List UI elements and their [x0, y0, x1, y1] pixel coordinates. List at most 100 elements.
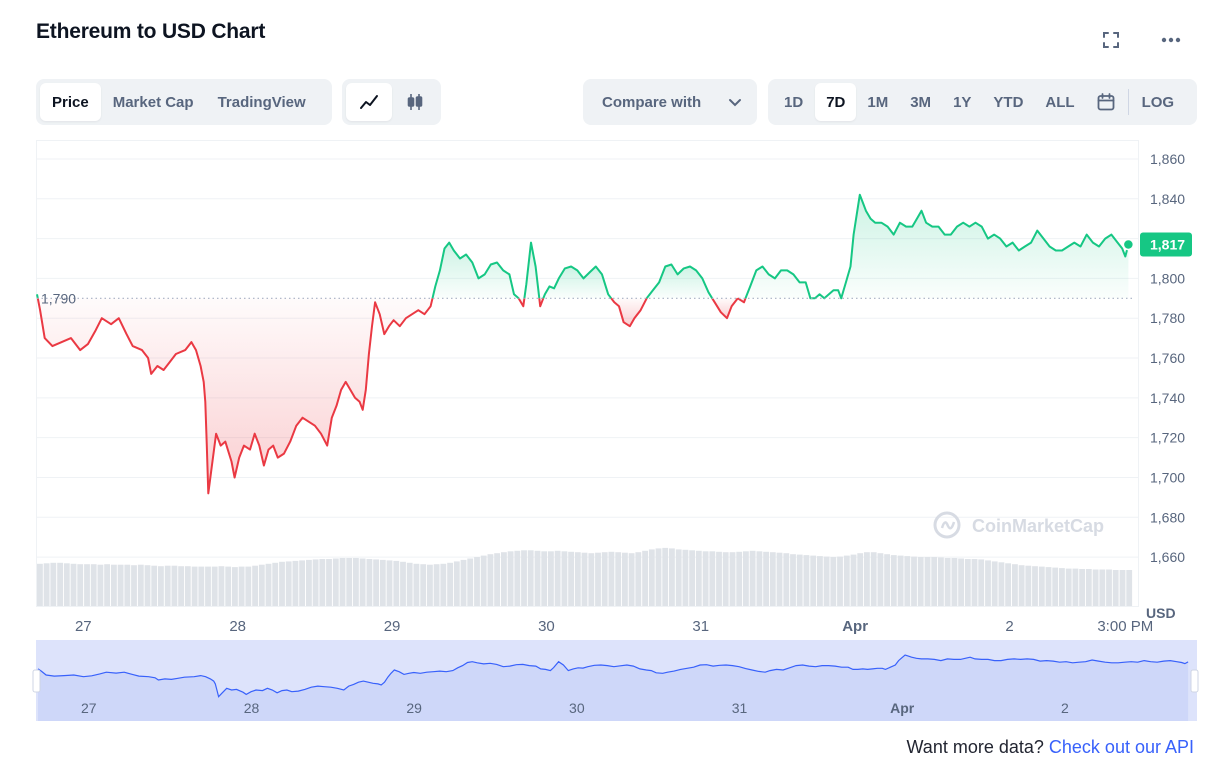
- volume-bar: [306, 559, 312, 606]
- y-tick-label: 1,860: [1150, 151, 1185, 167]
- range-1y[interactable]: 1Y: [953, 93, 972, 111]
- volume-bar: [366, 559, 373, 606]
- volume-bar: [1018, 565, 1025, 606]
- compare-with-dropdown[interactable]: Compare with: [583, 79, 757, 125]
- volume-bar: [433, 564, 440, 606]
- volume-bar: [803, 555, 810, 606]
- line-chart-icon: [360, 95, 379, 109]
- price-fill-down: [712, 298, 738, 319]
- navigator-tick-label: 28: [244, 700, 260, 716]
- x-tick-label: Apr: [842, 618, 868, 635]
- y-tick-label: 1,740: [1150, 390, 1185, 406]
- range-ytd[interactable]: YTD: [993, 93, 1024, 111]
- volume-bar: [917, 557, 924, 606]
- plot-frame: [36, 140, 1139, 607]
- price-line-down: [36, 298, 434, 495]
- api-link[interactable]: Check out our API: [1048, 737, 1194, 757]
- y-tick-label: 1,760: [1150, 350, 1185, 366]
- volume-bar: [205, 566, 211, 606]
- volume-bar: [245, 566, 252, 606]
- volume-bar: [574, 552, 581, 606]
- range-1m[interactable]: 1M: [867, 93, 889, 111]
- volume-bar: [870, 552, 877, 606]
- price-line-down: [538, 297, 545, 308]
- volume-bar: [1085, 569, 1092, 606]
- price-line-up: [744, 193, 1130, 300]
- volume-bar: [1092, 569, 1099, 606]
- price-line-up: [542, 265, 613, 299]
- volume-bar: [292, 560, 299, 606]
- tab-market-cap[interactable]: Market Cap: [112, 93, 194, 111]
- calendar-button[interactable]: [1086, 83, 1126, 121]
- x-tick-label: 27: [75, 618, 92, 635]
- volume-bar: [796, 554, 803, 606]
- volume-bar: [117, 564, 124, 606]
- volume-bar: [783, 553, 790, 606]
- volume-bar: [1052, 567, 1059, 606]
- range-all[interactable]: ALL: [1045, 93, 1075, 111]
- x-tick-label: 30: [538, 618, 555, 635]
- x-tick-label: 29: [384, 618, 401, 635]
- log-toggle[interactable]: LOG: [1141, 93, 1175, 111]
- y-tick-label: 1,780: [1150, 310, 1185, 326]
- volume-bar: [1059, 568, 1065, 606]
- volume-bar: [427, 564, 433, 606]
- volume-bar: [111, 564, 117, 606]
- line-chart-button[interactable]: [346, 83, 393, 121]
- range-7d[interactable]: 7D: [815, 83, 857, 121]
- navigator-handle-right[interactable]: [1190, 669, 1199, 693]
- volume-bar: [104, 564, 111, 606]
- candlestick-button[interactable]: [392, 83, 437, 121]
- volume-bar: [595, 552, 601, 606]
- y-tick-label: 1,700: [1150, 469, 1185, 485]
- navigator-area: [38, 655, 1189, 721]
- price-line-down: [517, 297, 526, 308]
- volume-bar: [1038, 566, 1045, 606]
- volume-bar: [682, 549, 689, 606]
- volume-bar: [729, 552, 736, 606]
- volume-bar: [501, 552, 507, 606]
- volume-bar: [70, 563, 77, 606]
- volume-bar: [527, 550, 534, 606]
- volume-bar: [675, 549, 682, 606]
- navigator-tick-label: 27: [81, 700, 97, 716]
- coinmarketcap-logo-icon: [933, 511, 961, 539]
- navigator-handle-left[interactable]: [32, 669, 41, 693]
- more-horizontal-icon[interactable]: [1157, 26, 1185, 54]
- range-tabs: 1D 7D 1M 3M 1Y YTD ALL LOG: [768, 79, 1197, 125]
- volume-bar: [655, 548, 662, 606]
- fullscreen-icon[interactable]: [1097, 26, 1125, 54]
- volume-bar: [1032, 566, 1038, 606]
- range-1d[interactable]: 1D: [784, 93, 804, 111]
- volume-bar: [353, 558, 359, 606]
- range-navigator[interactable]: 27 28 29 30 31 Apr 2: [32, 640, 1199, 721]
- volume-bar: [931, 557, 938, 606]
- y-tick-label: 1,800: [1150, 270, 1185, 286]
- volume-bar: [359, 558, 366, 606]
- api-promo: Want more data? Check out our API: [906, 737, 1194, 758]
- volume-bar: [722, 552, 729, 606]
- volume-bar: [958, 558, 965, 606]
- volume-bar: [756, 551, 763, 606]
- tab-price[interactable]: Price: [40, 83, 101, 121]
- volume-bar: [1079, 569, 1086, 606]
- volume-bar: [702, 551, 709, 606]
- chevron-down-icon: [729, 99, 741, 107]
- volume-bar: [406, 562, 413, 606]
- tab-tradingview[interactable]: TradingView: [217, 93, 306, 111]
- price-fill-up: [543, 266, 612, 299]
- volume-bar: [716, 551, 722, 606]
- range-3m[interactable]: 3M: [910, 93, 932, 111]
- volume-bar: [467, 558, 474, 606]
- volume-bar: [534, 550, 541, 606]
- volume-bar: [151, 565, 158, 606]
- volume-bar: [37, 563, 43, 606]
- volume-bar: [568, 551, 575, 606]
- volume-bar: [904, 556, 911, 606]
- volume-bar: [158, 566, 164, 606]
- volume-bar: [1005, 563, 1012, 606]
- volume-bar: [184, 566, 191, 606]
- current-price-badge: [1140, 232, 1192, 257]
- volume-bar: [507, 551, 514, 606]
- price-line-down: [737, 297, 747, 304]
